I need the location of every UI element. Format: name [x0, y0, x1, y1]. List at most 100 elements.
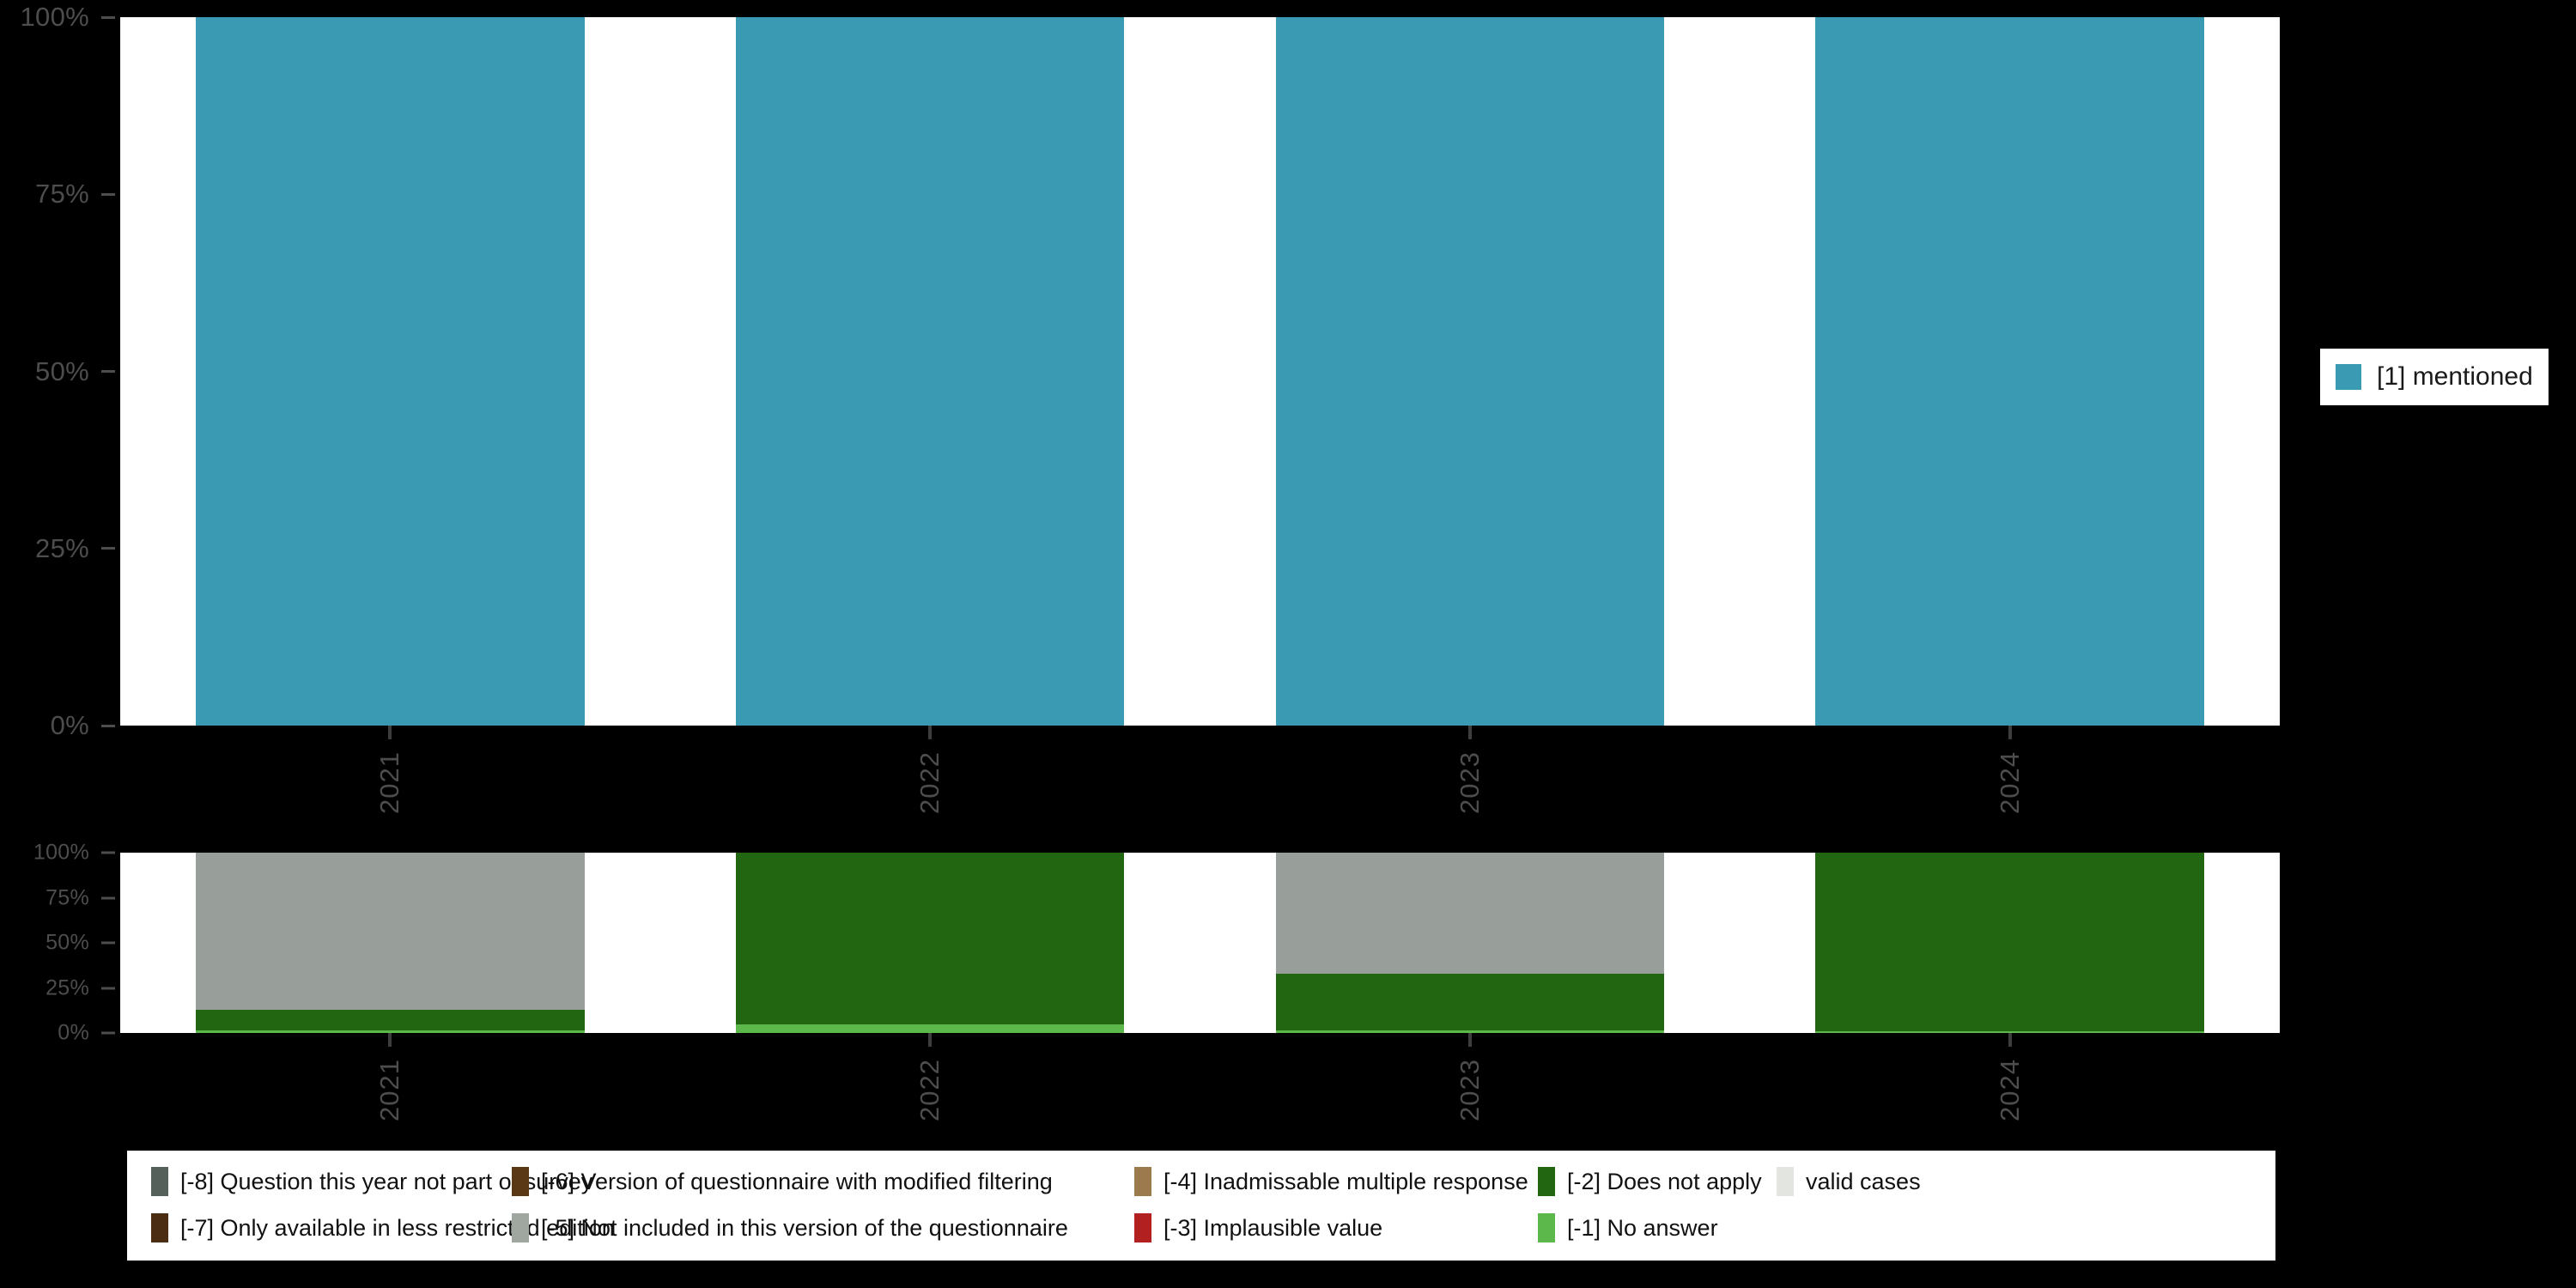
legend-label: [-1] No answer — [1567, 1214, 1718, 1241]
legend-item[interactable]: [-4] Inadmissable multiple response — [1134, 1158, 1538, 1205]
y-axis-tick-label: 25% — [46, 975, 89, 999]
bar-segment[interactable] — [1275, 973, 1665, 1031]
legend-row: [-8] Question this year not part of surv… — [127, 1158, 2275, 1205]
x-axis-tick-label: 2023 — [1454, 751, 1485, 814]
x-axis-tick-label: 2023 — [1454, 1059, 1485, 1121]
y-axis-tick-mark — [101, 192, 115, 196]
y-axis-tick-label: 50% — [46, 930, 89, 955]
x-axis-tick: 2024 — [1995, 1033, 2026, 1121]
legend-swatch[interactable] — [1538, 1213, 1555, 1242]
legend-swatch[interactable] — [2336, 364, 2361, 390]
x-axis-tick: 2022 — [914, 726, 945, 814]
bar-segment[interactable] — [1275, 1030, 1665, 1033]
y-axis-tick: 75% — [46, 885, 120, 910]
y-axis-tick-mark — [101, 370, 115, 373]
bar-segment[interactable] — [735, 1024, 1125, 1033]
legend-item[interactable]: valid cases — [1777, 1158, 1965, 1205]
bar-segment[interactable] — [735, 17, 1125, 726]
y-axis-tick: 25% — [46, 975, 120, 1000]
bar-group[interactable] — [1275, 17, 1665, 726]
legend-label: [-6] Version of questionnaire with modif… — [541, 1168, 1053, 1194]
y-axis-tick-label: 75% — [35, 179, 89, 210]
legend-swatch[interactable] — [1777, 1167, 1794, 1196]
y-axis-tick-mark — [101, 724, 115, 727]
y-axis-tick-label: 50% — [35, 355, 89, 386]
bar-segment[interactable] — [1275, 853, 1665, 974]
bar-segment[interactable] — [1815, 1031, 2204, 1033]
x-axis-tick-mark — [388, 726, 392, 739]
x-axis-tick-mark — [388, 1033, 392, 1047]
y-axis-tick: 100% — [21, 2, 121, 33]
legend-item[interactable]: [-1] No answer — [1538, 1205, 1777, 1251]
y-axis-tick: 0% — [51, 710, 120, 741]
bar-segment[interactable] — [196, 1009, 585, 1030]
bar-group[interactable] — [196, 17, 585, 726]
x-axis-tick: 2021 — [374, 1033, 405, 1121]
y-axis-tick-label: 75% — [46, 885, 89, 909]
x-axis-tick-mark — [1467, 726, 1472, 739]
bar-group[interactable] — [735, 17, 1125, 726]
x-axis-tick: 2022 — [914, 1033, 945, 1121]
legend-swatch[interactable] — [151, 1213, 168, 1242]
y-axis-tick: 50% — [46, 931, 120, 956]
legend-label: valid cases — [1806, 1168, 1921, 1194]
x-axis-tick: 2023 — [1455, 726, 1485, 814]
y-axis-tick-mark — [101, 941, 115, 945]
legend-item[interactable]: [-6] Version of questionnaire with modif… — [512, 1158, 1134, 1205]
legend-label: [-4] Inadmissable multiple response — [1163, 1168, 1528, 1194]
legend-label: [-3] Implausible value — [1163, 1214, 1383, 1241]
bar-group[interactable] — [1815, 853, 2204, 1033]
y-axis-tick-label: 100% — [33, 840, 89, 865]
legend-swatch[interactable] — [1134, 1213, 1151, 1242]
y-axis-tick-label: 100% — [20, 2, 89, 32]
bar-segment[interactable] — [1815, 17, 2204, 726]
legend-label: [-2] Does not apply — [1567, 1168, 1762, 1194]
legend-item[interactable]: [-8] Question this year not part of surv… — [151, 1158, 592, 1205]
legend-item[interactable]: [-3] Implausible value — [1134, 1205, 1538, 1251]
bottom-chart-panel — [120, 853, 2280, 1033]
legend-swatch[interactable] — [1134, 1167, 1151, 1196]
legend-label: [-5] Not included in this version of the… — [541, 1214, 1068, 1241]
x-axis-tick-label: 2021 — [374, 1059, 405, 1121]
x-axis-tick: 2021 — [374, 726, 405, 814]
y-axis-tick: 0% — [58, 1021, 120, 1046]
y-axis-tick-mark — [101, 851, 115, 854]
y-axis-tick-label: 0% — [58, 1020, 89, 1045]
bar-group[interactable] — [1815, 17, 2204, 726]
top-chart-panel — [120, 17, 2280, 726]
bar-segment[interactable] — [1275, 17, 1665, 726]
legend-swatch[interactable] — [1538, 1167, 1555, 1196]
legend-label: [-7] Only available in less restricted e… — [180, 1214, 615, 1241]
bar-group[interactable] — [196, 853, 585, 1033]
x-axis-tick-label: 2024 — [1994, 1059, 2025, 1121]
y-axis-tick-label: 0% — [50, 710, 89, 740]
x-axis-tick-label: 2022 — [914, 1059, 945, 1121]
bar-segment[interactable] — [196, 853, 585, 1010]
x-axis-tick-label: 2021 — [374, 751, 405, 814]
x-axis-tick-label: 2024 — [1994, 751, 2025, 814]
y-axis-tick-mark — [101, 547, 115, 550]
bar-segment[interactable] — [196, 1030, 585, 1033]
y-axis-tick-mark — [101, 15, 115, 19]
legend-item[interactable]: [-5] Not included in this version of the… — [512, 1205, 1134, 1251]
legend-item[interactable]: [-2] Does not apply — [1538, 1158, 1777, 1205]
legend-item[interactable]: [-7] Only available in less restricted e… — [151, 1205, 615, 1251]
legend-row: [-7] Only available in less restricted e… — [127, 1205, 2275, 1251]
x-axis-tick-mark — [2008, 1033, 2012, 1047]
legend-swatch[interactable] — [512, 1213, 529, 1242]
bar-segment[interactable] — [735, 853, 1125, 1024]
legend-swatch[interactable] — [512, 1167, 529, 1196]
y-axis-tick-label: 25% — [35, 532, 89, 563]
x-axis-tick-mark — [928, 726, 933, 739]
bar-segment[interactable] — [1815, 853, 2204, 1032]
missing-values-legend: [-8] Question this year not part of surv… — [127, 1151, 2275, 1261]
bar-group[interactable] — [735, 853, 1125, 1033]
x-axis-tick: 2023 — [1455, 1033, 1485, 1121]
x-axis-tick: 2024 — [1995, 726, 2026, 814]
bar-segment[interactable] — [196, 17, 585, 726]
bar-group[interactable] — [1275, 853, 1665, 1033]
y-axis-tick: 50% — [35, 356, 120, 387]
y-axis-tick: 75% — [35, 179, 120, 210]
legend-swatch[interactable] — [151, 1167, 168, 1196]
y-axis-tick-mark — [101, 896, 115, 899]
